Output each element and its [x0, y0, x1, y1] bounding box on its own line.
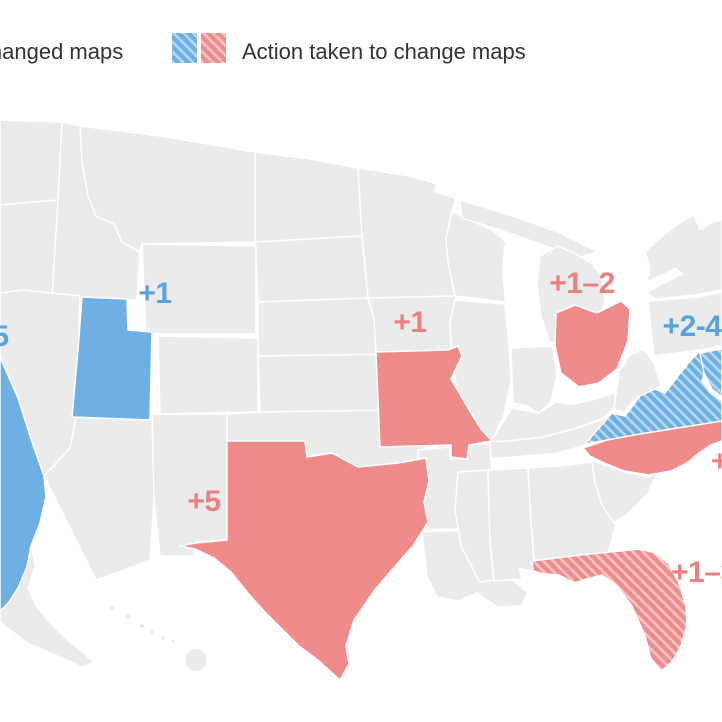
state-south-dakota: [254, 235, 369, 303]
state-utah: [71, 296, 153, 421]
state-texas: [179, 440, 430, 681]
state-maryland: [699, 348, 722, 398]
legend-swatch-democratic-hatch: [172, 33, 197, 63]
state-florida: [531, 548, 688, 672]
state-indiana: [510, 345, 558, 414]
legend-action-taken-label: Action taken to change maps: [242, 39, 526, 64]
label-utah: +1: [138, 277, 171, 310]
state-wyoming: [141, 243, 257, 335]
neutral-states: [0, 119, 722, 673]
highlighted-states: [0, 296, 722, 681]
state-virginia: [584, 350, 722, 445]
label-ohio: +1–2: [549, 267, 615, 300]
state-montana: [79, 125, 256, 253]
lake-michigan: [502, 244, 537, 346]
lake-erie: [606, 268, 684, 308]
state-pennsylvania: [647, 291, 722, 357]
label-california: +5: [0, 320, 9, 353]
state-washington: [0, 119, 63, 206]
state-california: [0, 356, 47, 612]
state-north-dakota: [254, 151, 363, 243]
lake-superior: [434, 180, 600, 248]
state-west-virginia: [613, 348, 662, 414]
state-south-carolina: [591, 459, 659, 524]
label-florida: +1–3: [671, 556, 722, 589]
label-texas: +5: [187, 485, 220, 518]
label-missouri: +1: [393, 306, 426, 339]
legend-swatch-republican-hatch: [201, 33, 226, 63]
state-ohio: [554, 300, 631, 388]
legend-changed-maps-label: Changed maps: [0, 39, 123, 64]
state-missouri: [375, 345, 493, 460]
label-north-carolina: +1: [711, 445, 722, 478]
great-lakes: [434, 180, 684, 346]
state-oregon: [0, 199, 59, 299]
state-hawaii-inset: [108, 604, 208, 673]
state-labels: +5 +1 +5 +1 +1–2 +1 +2-4 +1–3: [0, 267, 722, 589]
state-alabama: [487, 467, 535, 582]
state-colorado: [157, 335, 259, 415]
legend: Changed maps Action taken to change maps: [0, 33, 526, 64]
label-virginia: +2-4: [663, 310, 722, 343]
